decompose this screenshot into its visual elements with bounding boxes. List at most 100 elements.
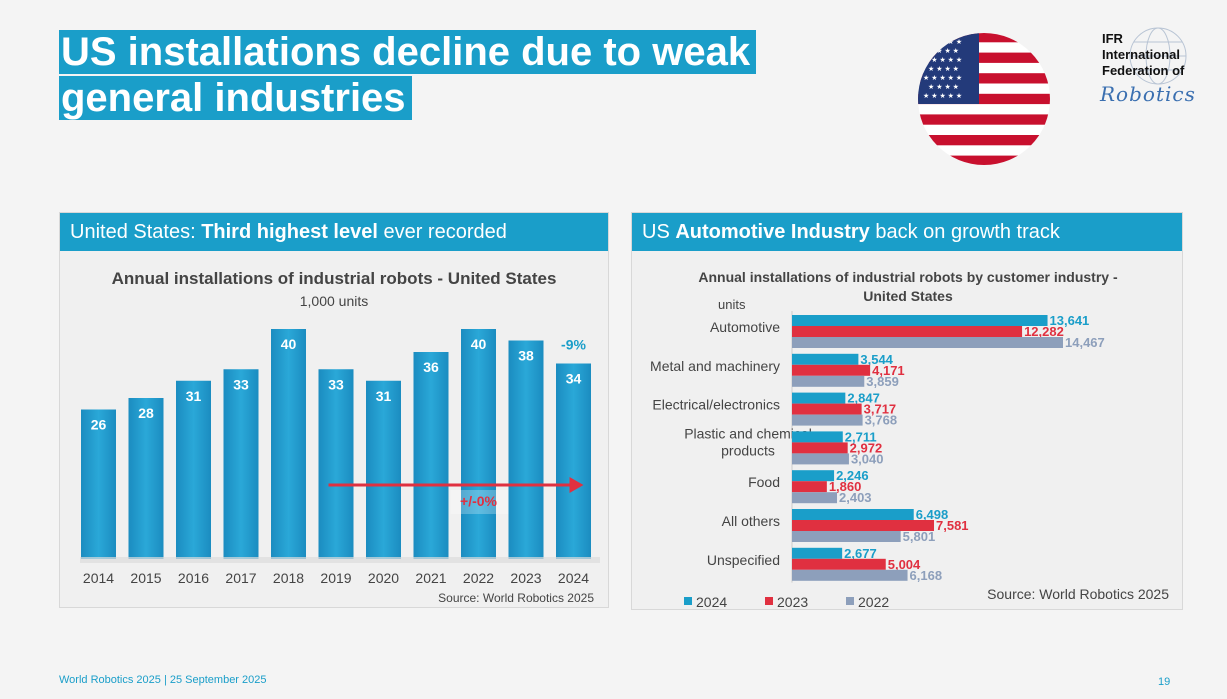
bar-value-label: 40	[471, 336, 487, 352]
x-tick-label: 2014	[83, 570, 114, 586]
bar-value-label: 31	[186, 388, 202, 404]
us-installations-panel: United States: Third highest level ever …	[59, 212, 609, 608]
svg-text:★ ★ ★ ★: ★ ★ ★ ★	[928, 65, 959, 73]
bar-value-label: 5,801	[903, 529, 936, 544]
bar-2023-Unspecified	[792, 558, 886, 570]
slide-title-line-1: US installations decline due to weak	[59, 30, 757, 74]
chart-title: Annual installations of industrial robot…	[112, 269, 557, 288]
legend-label: 2022	[858, 594, 889, 609]
logo-text-ifr: IFR	[1102, 31, 1123, 46]
legend-label: 2023	[777, 594, 808, 609]
bar-value-label: 6,168	[910, 568, 943, 583]
chart-title-line-1: Annual installations of industrial robot…	[698, 269, 1118, 285]
bar-value-label: 33	[233, 376, 249, 392]
bar-value-label: 40	[281, 336, 297, 352]
bar-2024-Automotive	[792, 315, 1048, 326]
category-label: products	[721, 442, 775, 458]
bar-2024-Unspecified	[792, 547, 843, 559]
bar-value-label: 1,860	[829, 479, 862, 494]
chart-subtitle: 1,000 units	[300, 293, 369, 309]
logo-text-robotics: Robotics	[1100, 82, 1196, 106]
bar-2022-Food	[792, 492, 838, 504]
trend-label: +/-0%	[460, 493, 498, 509]
bar-2023-Food	[792, 481, 827, 493]
bar-2023-Metal and machinery	[792, 364, 871, 376]
bar-value-label: 3,717	[864, 402, 897, 417]
bar-2024	[556, 363, 591, 559]
chart-source: Source: World Robotics 2025	[987, 586, 1169, 602]
x-tick-label: 2020	[368, 570, 399, 586]
logo-text-international: International	[1102, 47, 1181, 62]
x-tick-label: 2019	[320, 570, 351, 586]
left-header-prefix: United States:	[70, 221, 202, 243]
trend-arrow-head	[569, 477, 584, 493]
bar-2022-Automotive	[792, 337, 1063, 348]
bar-2016	[176, 380, 211, 559]
bar-value-label: 13,641	[1050, 313, 1090, 328]
us-flag-icon: ★ ★ ★ ★ ★ ★ ★ ★ ★ ★ ★ ★ ★ ★ ★ ★ ★ ★ ★ ★ …	[918, 33, 1050, 165]
bar-2023-Automotive	[792, 326, 1023, 337]
bar-2019	[318, 369, 354, 559]
left-panel-header: United States: Third highest level ever …	[60, 213, 608, 251]
bar-2022	[461, 329, 496, 559]
trend-label-box	[450, 490, 509, 514]
right-header-suffix: back on growth track	[869, 221, 1060, 243]
left-header-suffix: ever recorded	[377, 221, 507, 243]
svg-text:★ ★ ★ ★ ★: ★ ★ ★ ★ ★	[923, 38, 962, 46]
bar-value-label: 31	[376, 388, 392, 404]
bar-value-label: 38	[518, 348, 534, 364]
bar-value-label: 3,544	[860, 352, 893, 367]
x-tick-label: 2021	[415, 570, 446, 586]
bar-value-label: 2,403	[839, 490, 872, 505]
bar-value-label: 26	[91, 417, 107, 433]
svg-text:★ ★ ★ ★: ★ ★ ★ ★	[928, 47, 959, 55]
svg-text:★ ★ ★ ★ ★: ★ ★ ★ ★ ★	[923, 92, 962, 100]
bar-2015	[128, 398, 164, 559]
us-industry-panel: US Automotive Industry back on growth tr…	[631, 212, 1183, 610]
svg-text:★ ★ ★ ★ ★: ★ ★ ★ ★ ★	[923, 56, 962, 64]
bar-value-label: 2,847	[847, 391, 880, 406]
bar-2024-Food	[792, 470, 835, 482]
change-label: -9%	[561, 337, 586, 353]
category-label: Plastic and chemical	[684, 425, 812, 441]
bar-2022-Electrical/electronics	[792, 414, 863, 426]
category-label: Metal and machinery	[650, 358, 780, 374]
right-panel-header: US Automotive Industry back on growth tr…	[632, 213, 1182, 251]
legend-label: 2024	[696, 594, 727, 609]
legend-swatch-2024	[684, 597, 692, 605]
right-header-prefix: US	[642, 221, 676, 243]
left-header-bold: Third highest level	[201, 221, 378, 243]
page-number: 19	[1158, 676, 1171, 688]
industry-installations-chart: Annual installations of industrial robot…	[650, 269, 1169, 609]
x-tick-label: 2024	[558, 570, 589, 586]
x-tick-label: 2015	[130, 570, 161, 586]
x-tick-label: 2017	[225, 570, 256, 586]
category-label: Unspecified	[707, 552, 780, 568]
bar-2017	[223, 369, 259, 559]
category-label: All others	[722, 513, 780, 529]
bar-2023-Plastic and chemical products	[792, 442, 848, 454]
bar-value-label: 4,171	[872, 363, 905, 378]
x-tick-label: 2022	[463, 570, 494, 586]
bar-2022-All others	[792, 531, 901, 542]
bar-value-label: 12,282	[1024, 324, 1064, 339]
x-tick-label: 2016	[178, 570, 209, 586]
x-tick-label: 2023	[510, 570, 541, 586]
chart-units-label: units	[718, 297, 746, 312]
bar-2024-All others	[792, 509, 914, 520]
bar-2024-Plastic and chemical products	[792, 431, 843, 443]
bar-value-label: 3,859	[866, 374, 899, 389]
category-label: Electrical/electronics	[652, 397, 780, 413]
ifr-logo: IFR International Federation of Robotics	[1092, 26, 1217, 110]
footer-event-date: World Robotics 2025 | 25 September 2025	[59, 674, 267, 686]
bar-value-label: 33	[328, 376, 344, 392]
svg-text:★ ★ ★ ★: ★ ★ ★ ★	[928, 83, 959, 91]
bar-value-label: 3,768	[865, 413, 898, 428]
bar-2024-Metal and machinery	[792, 353, 859, 365]
bar-value-label: 2,972	[850, 440, 883, 455]
svg-text:★ ★ ★ ★ ★: ★ ★ ★ ★ ★	[923, 74, 962, 82]
bar-value-label: 2,711	[845, 429, 877, 444]
bar-value-label: 5,004	[888, 557, 921, 572]
bar-2023	[508, 340, 544, 559]
legend-swatch-2023	[765, 597, 773, 605]
